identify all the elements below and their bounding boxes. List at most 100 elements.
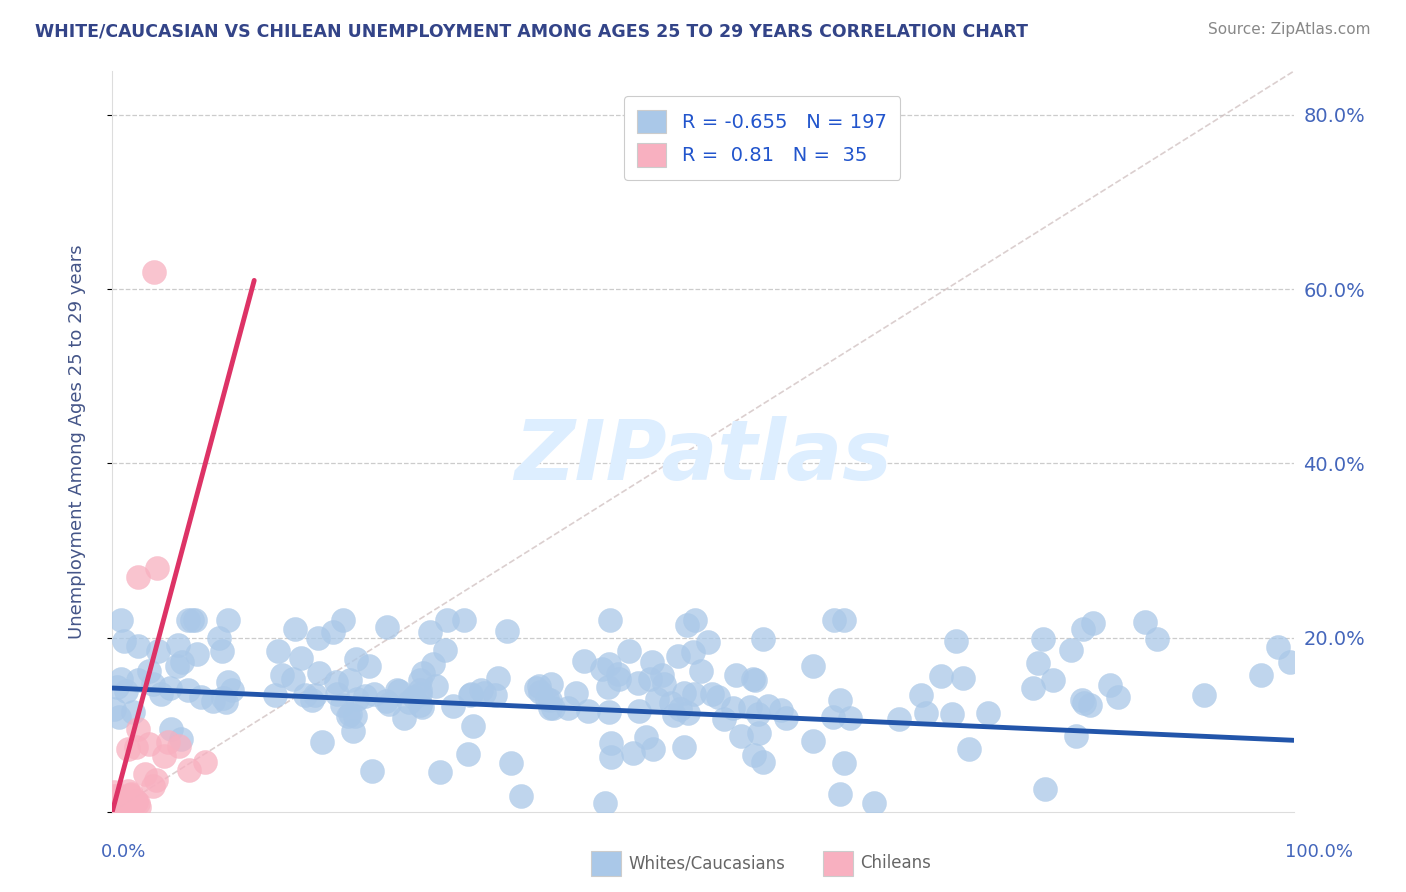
- Point: [422, 657, 444, 671]
- Point: [344, 652, 367, 666]
- Point: [676, 618, 699, 632]
- Point: [599, 613, 621, 627]
- Point: [145, 773, 167, 788]
- Point: [738, 700, 761, 714]
- Point: [138, 664, 160, 678]
- Point: [1064, 730, 1087, 744]
- Point: [823, 710, 845, 724]
- Point: [301, 693, 323, 707]
- Point: [105, 681, 128, 695]
- Text: ZIPatlas: ZIPatlas: [515, 416, 891, 497]
- Point: [1267, 640, 1289, 655]
- Point: [339, 673, 361, 688]
- Point: [361, 764, 384, 778]
- Point: [177, 683, 200, 698]
- Point: [294, 689, 316, 703]
- Point: [375, 694, 398, 708]
- Point: [157, 735, 180, 749]
- Point: [484, 688, 506, 702]
- Point: [756, 699, 779, 714]
- Point: [194, 755, 217, 769]
- Point: [643, 742, 665, 756]
- Point: [598, 657, 620, 671]
- Point: [146, 561, 169, 575]
- Point: [600, 736, 623, 750]
- Point: [402, 690, 425, 705]
- Point: [172, 656, 194, 670]
- Point: [499, 756, 522, 770]
- Point: [142, 265, 165, 279]
- Point: [354, 690, 377, 704]
- Point: [127, 569, 149, 583]
- Point: [538, 693, 561, 707]
- Point: [332, 613, 354, 627]
- Point: [159, 681, 181, 696]
- Point: [419, 624, 441, 639]
- Point: [110, 797, 132, 812]
- Point: [408, 686, 430, 700]
- Point: [127, 722, 149, 736]
- Text: Whites/Caucasians: Whites/Caucasians: [628, 855, 786, 872]
- Point: [125, 739, 148, 754]
- Legend: R = -0.655   N = 197, R =  0.81   N =  35: R = -0.655 N = 197, R = 0.81 N = 35: [624, 95, 900, 180]
- Point: [634, 731, 657, 745]
- Point: [342, 724, 364, 739]
- Point: [114, 797, 136, 811]
- Point: [1146, 632, 1168, 647]
- Point: [524, 681, 547, 696]
- Point: [118, 788, 141, 802]
- Point: [460, 687, 482, 701]
- Point: [344, 709, 367, 723]
- Point: [593, 796, 616, 810]
- Point: [929, 669, 952, 683]
- Point: [596, 680, 619, 694]
- Point: [957, 742, 980, 756]
- Point: [574, 654, 596, 668]
- Point: [304, 688, 326, 702]
- Point: [127, 639, 149, 653]
- Point: [436, 613, 458, 627]
- Point: [645, 692, 668, 706]
- Point: [1071, 693, 1094, 707]
- Point: [662, 707, 685, 722]
- Point: [346, 692, 368, 706]
- Point: [167, 739, 190, 754]
- Point: [409, 673, 432, 687]
- Point: [330, 698, 353, 712]
- Point: [676, 706, 699, 721]
- Point: [111, 801, 134, 815]
- Point: [862, 796, 884, 810]
- Point: [103, 702, 125, 716]
- Point: [211, 643, 233, 657]
- Point: [541, 700, 564, 714]
- Point: [177, 613, 200, 627]
- Point: [170, 731, 193, 746]
- Point: [470, 683, 492, 698]
- Point: [363, 687, 385, 701]
- Point: [952, 672, 974, 686]
- Point: [387, 683, 409, 698]
- Point: [112, 634, 135, 648]
- Point: [910, 688, 932, 702]
- Point: [167, 638, 190, 652]
- Point: [398, 695, 420, 709]
- Point: [576, 704, 599, 718]
- Point: [308, 666, 330, 681]
- Point: [770, 703, 793, 717]
- Point: [683, 687, 706, 701]
- Point: [744, 673, 766, 687]
- Point: [529, 685, 551, 699]
- Point: [121, 705, 143, 719]
- Point: [377, 620, 399, 634]
- Point: [263, 688, 285, 702]
- Point: [105, 789, 128, 803]
- Point: [509, 789, 531, 803]
- Point: [607, 673, 630, 687]
- Point: [1192, 688, 1215, 702]
- Point: [1107, 690, 1129, 705]
- Point: [290, 651, 312, 665]
- Point: [1032, 632, 1054, 646]
- Point: [538, 701, 561, 715]
- Point: [425, 679, 447, 693]
- Point: [472, 686, 495, 700]
